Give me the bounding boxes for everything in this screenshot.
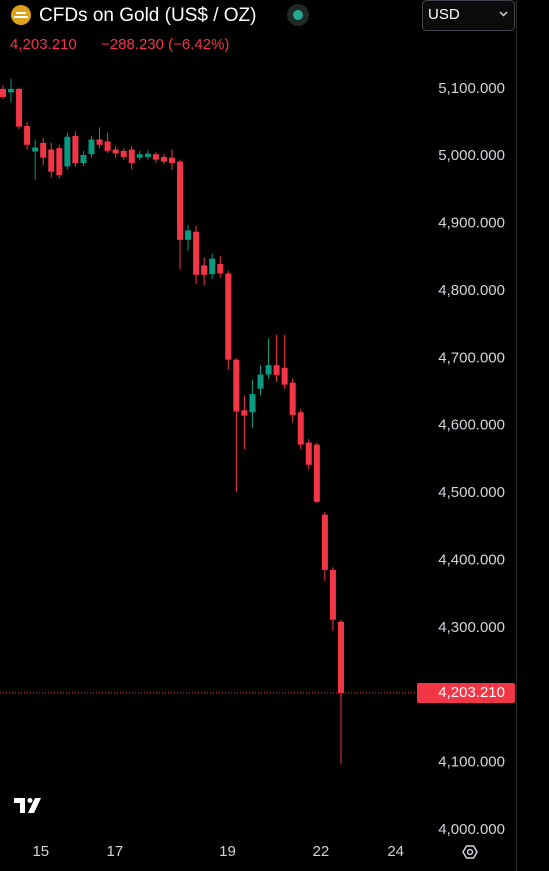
y-tick-label: 4,700.000 [438,349,505,366]
candle-body [120,150,127,157]
candle-body [16,88,23,127]
candle-body [104,141,111,151]
candle-body [144,153,151,157]
candle-body [281,367,288,385]
y-tick-label: 4,500.000 [438,484,505,501]
logo-part [28,798,41,813]
candle-body [337,621,344,694]
logo-part [14,798,25,813]
y-tick-label: 4,600.000 [438,417,505,434]
candle-body [32,147,39,152]
y-tick-label: 4,000.000 [438,821,505,838]
y-tick-label: 4,300.000 [438,619,505,636]
candle-body [168,157,175,164]
price-change: −288.230 (−6.42%) [101,36,229,53]
candle-body [0,88,6,98]
candle-body [56,148,63,176]
x-tick-label: 15 [32,843,49,860]
x-tick-label: 19 [219,843,236,860]
candle-body [160,156,167,162]
x-tick-label: 24 [387,843,404,860]
candle-body [64,136,71,167]
candle-body [225,273,232,360]
candle-body [112,149,119,154]
dropdown-chevron[interactable] [499,11,508,17]
dropdown-label[interactable]: USD [428,6,460,23]
candle-body [329,569,336,620]
y-tick-label: 4,400.000 [438,551,505,568]
candle-body [273,365,280,376]
dropdown-box[interactable] [422,0,515,31]
candle-body [233,359,240,412]
candle-body [177,161,184,240]
candle-body [152,154,159,160]
candle-body [72,136,79,164]
candle-body [209,258,216,275]
candle-body [289,382,296,415]
candle-body [217,264,224,274]
candle-body [24,125,31,145]
y-tick-label: 5,100.000 [438,80,505,97]
candle-body [305,442,312,465]
candle-body [80,154,87,164]
y-tick-label: 5,000.000 [438,147,505,164]
currency-dropdown[interactable]: USD [422,0,515,31]
candle-body [185,230,192,240]
x-tick-label: 17 [106,843,123,860]
status-dot [293,10,303,20]
y-tick-label: 4,900.000 [438,215,505,232]
gold-icon [11,5,31,25]
candle-body [241,410,248,416]
candle-body [8,88,15,93]
gear-center[interactable] [466,848,474,856]
gear-icon[interactable] [462,845,478,859]
candle-body [193,231,200,275]
logo-part [27,798,33,803]
candle-body [40,142,47,158]
y-tick-label: 4,100.000 [438,754,505,771]
tv-logo [14,798,41,813]
last-price-label: 4,203.210 [438,684,505,701]
gold-icon-bars [14,12,28,18]
chart-title: CFDs on Gold (US$ / OZ) [39,5,257,26]
price: 4,203.210 [10,36,77,53]
last-price-tag [417,683,515,704]
candle-body [313,444,320,502]
candle-body [257,374,264,389]
candle-body [96,139,103,145]
y-tick-label: 4,800.000 [438,282,505,299]
candle-body [136,154,143,158]
candle-body [88,139,95,155]
x-tick-label: 22 [313,843,330,860]
candle-body [201,265,208,275]
settings-button[interactable] [462,845,478,859]
candle-body [321,514,328,570]
candle-body [265,365,272,375]
candle-body [297,412,304,445]
candle-body [249,394,256,413]
candle-body [128,149,135,164]
candle-body [48,149,55,172]
